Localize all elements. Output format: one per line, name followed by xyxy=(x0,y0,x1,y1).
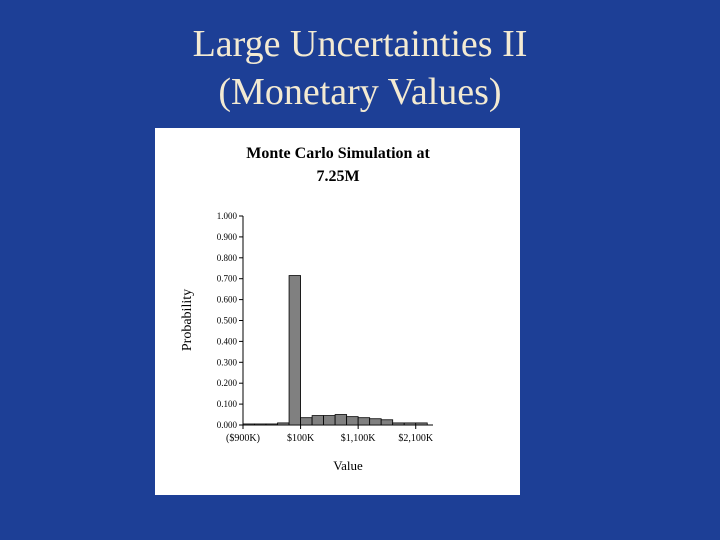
y-tick-label: 0.600 xyxy=(217,295,238,305)
y-tick-label: 0.300 xyxy=(217,357,238,367)
bar xyxy=(415,422,428,426)
y-tick-label: 0.800 xyxy=(217,253,238,263)
chart: Monte Carlo Simulation at 7.25M Probabil… xyxy=(155,128,520,495)
bar xyxy=(242,423,255,426)
x-tick-label: $100K xyxy=(287,433,315,444)
x-tick-label: $2,100K xyxy=(398,433,434,444)
bar xyxy=(369,418,382,426)
slide-title: (Monetary Values) xyxy=(218,71,502,113)
bar xyxy=(346,416,359,426)
y-tick-label: 0.900 xyxy=(217,232,238,242)
bar xyxy=(380,419,394,426)
bar xyxy=(403,422,417,426)
y-tick-label: 1.000 xyxy=(217,211,238,221)
bar xyxy=(277,422,290,426)
bar xyxy=(288,275,301,426)
bar xyxy=(334,414,348,426)
x-tick-label: ($900K) xyxy=(226,433,260,444)
bar xyxy=(265,423,278,426)
x-axis-label: Value xyxy=(333,458,363,473)
y-tick-label: 0.400 xyxy=(217,336,238,346)
y-axis-label: Probability xyxy=(180,289,195,351)
chart-title: 7.25M xyxy=(316,168,359,185)
slide-title: Large Uncertainties II xyxy=(192,23,528,65)
bar xyxy=(323,415,336,426)
chart-title: Monte Carlo Simulation at xyxy=(246,145,430,162)
bar xyxy=(300,417,313,426)
bar xyxy=(311,415,325,426)
chart-background xyxy=(155,128,520,495)
x-tick-label: $1,100K xyxy=(341,433,377,444)
y-tick-label: 0.000 xyxy=(217,420,238,430)
y-tick-label: 0.700 xyxy=(217,274,238,284)
y-tick-label: 0.100 xyxy=(217,399,238,409)
bar xyxy=(254,423,267,426)
bar xyxy=(392,422,405,426)
y-tick-label: 0.500 xyxy=(217,316,238,326)
bar xyxy=(357,417,371,426)
y-tick-label: 0.200 xyxy=(217,378,238,388)
